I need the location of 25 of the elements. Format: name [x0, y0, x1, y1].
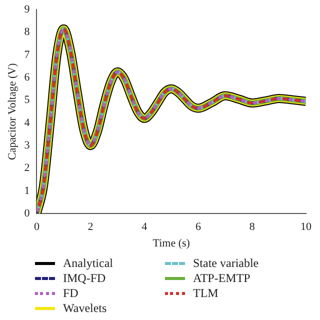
x-tick-label: 4	[142, 221, 148, 234]
y-tick-label: 3	[24, 139, 30, 152]
y-tick-label: 1	[24, 184, 30, 197]
x-tick-label: 0	[34, 221, 40, 234]
x-tick-label: 2	[88, 221, 94, 234]
legend-label: Wavelets	[63, 301, 107, 316]
legend-label: IMQ-FD	[63, 271, 106, 286]
y-tick-label: 6	[24, 71, 30, 84]
y-tick-label: 2	[24, 162, 30, 174]
legend-label: Analytical	[63, 256, 113, 271]
x-tick-label: 8	[249, 221, 256, 234]
legend-label: FD	[63, 286, 78, 301]
y-tick-label: 0	[24, 207, 30, 220]
y-tick-label: 5	[24, 94, 30, 106]
x-tick-label: 10	[300, 221, 312, 234]
x-axis-title: Time (s)	[152, 237, 190, 250]
y-axis-title: Capacitor Voltage (V)	[6, 62, 18, 160]
legend-label: TLM	[193, 286, 218, 301]
y-tick-label: 9	[24, 3, 30, 16]
y-tick-label: 8	[24, 26, 30, 38]
legend-label: ATP-EMTP	[193, 271, 250, 286]
x-tick-label: 6	[196, 221, 202, 234]
y-tick-label: 4	[24, 116, 30, 129]
legend-label: State variable	[193, 256, 259, 271]
y-tick-label: 7	[24, 48, 30, 61]
